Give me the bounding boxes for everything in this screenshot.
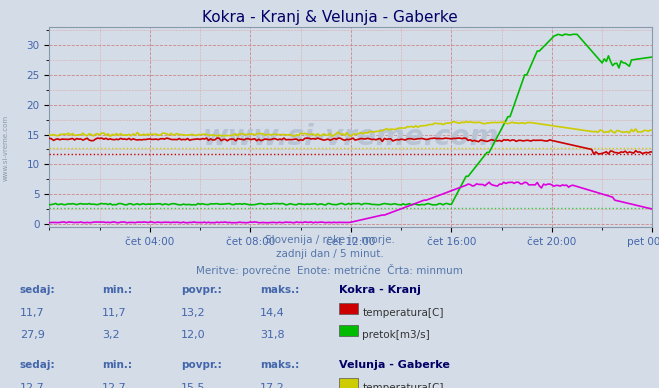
Text: 12,7: 12,7 (102, 383, 127, 388)
Text: maks.:: maks.: (260, 285, 300, 295)
Text: 3,2: 3,2 (102, 330, 120, 340)
Text: Velunja - Gaberke: Velunja - Gaberke (339, 360, 450, 371)
Text: 14,4: 14,4 (260, 308, 285, 318)
Text: Kokra - Kranj & Velunja - Gaberke: Kokra - Kranj & Velunja - Gaberke (202, 10, 457, 25)
Text: 15,5: 15,5 (181, 383, 206, 388)
Text: 12,7: 12,7 (20, 383, 45, 388)
Text: www.si-vreme.com: www.si-vreme.com (2, 114, 9, 180)
Text: min.:: min.: (102, 285, 132, 295)
Text: zadnji dan / 5 minut.: zadnji dan / 5 minut. (275, 249, 384, 260)
Text: povpr.:: povpr.: (181, 360, 222, 371)
Text: 12,0: 12,0 (181, 330, 206, 340)
Text: 11,7: 11,7 (102, 308, 127, 318)
Text: www.si-vreme.com: www.si-vreme.com (203, 123, 499, 151)
Text: 27,9: 27,9 (20, 330, 45, 340)
Text: Meritve: povrečne  Enote: metrične  Črta: minmum: Meritve: povrečne Enote: metrične Črta: … (196, 264, 463, 276)
Text: 11,7: 11,7 (20, 308, 44, 318)
Text: min.:: min.: (102, 360, 132, 371)
Text: povpr.:: povpr.: (181, 285, 222, 295)
Text: sedaj:: sedaj: (20, 285, 55, 295)
Text: 13,2: 13,2 (181, 308, 206, 318)
Text: sedaj:: sedaj: (20, 360, 55, 371)
Text: 31,8: 31,8 (260, 330, 285, 340)
Text: maks.:: maks.: (260, 360, 300, 371)
Text: temperatura[C]: temperatura[C] (362, 308, 444, 318)
Text: Slovenija / reke in morje.: Slovenija / reke in morje. (264, 235, 395, 245)
Text: Kokra - Kranj: Kokra - Kranj (339, 285, 421, 295)
Text: 17,2: 17,2 (260, 383, 285, 388)
Text: pretok[m3/s]: pretok[m3/s] (362, 330, 430, 340)
Text: temperatura[C]: temperatura[C] (362, 383, 444, 388)
